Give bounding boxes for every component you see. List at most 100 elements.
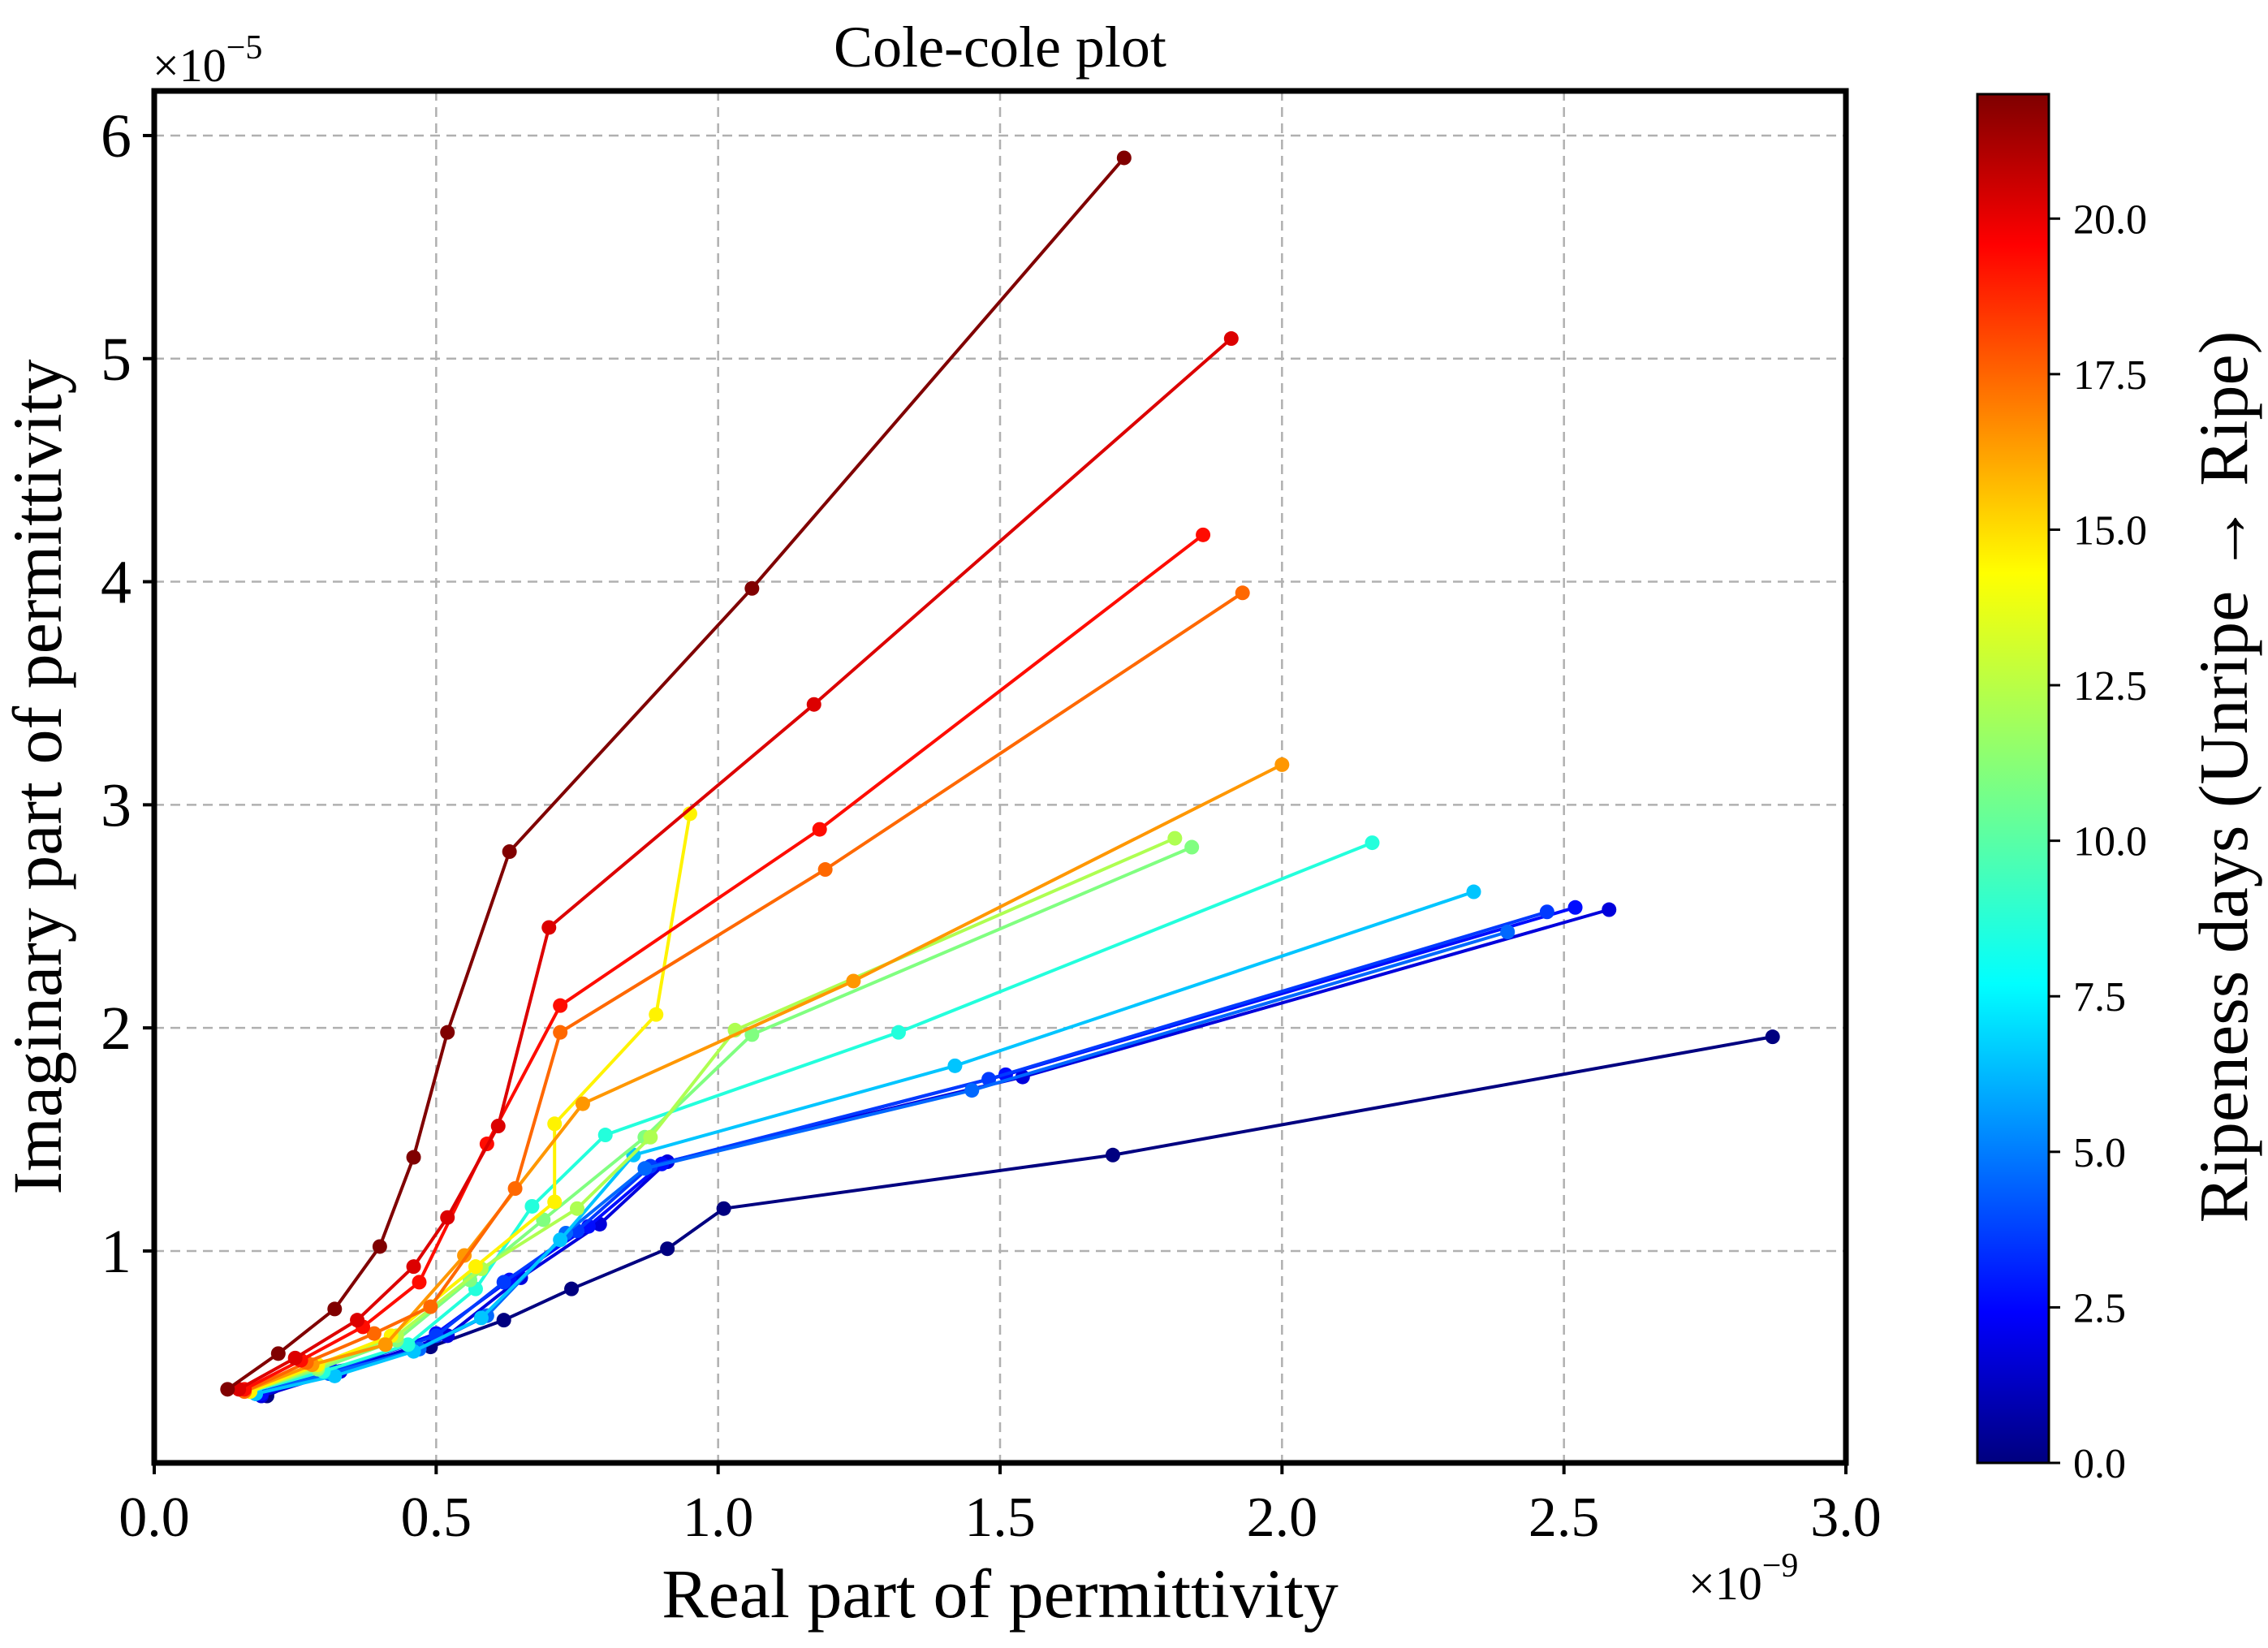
colorbar-ticks: 0.0 2.5 5.0 7.5 10.0 12.5 15.0 17.5 20.0 (2049, 196, 2147, 1487)
series-day-11 (243, 839, 1200, 1400)
series-line (261, 905, 1576, 1396)
series-day-17 (237, 585, 1250, 1400)
data-point (643, 1129, 658, 1145)
series-line (249, 841, 1373, 1394)
series-day-0 (259, 1029, 1780, 1404)
data-point (1765, 1029, 1780, 1045)
colorbar-tick-label: 5.0 (2073, 1130, 2126, 1176)
data-point (547, 1116, 563, 1132)
data-point (1602, 902, 1617, 917)
series-day-12 (243, 830, 1183, 1400)
data-point (541, 920, 557, 935)
data-point (412, 1275, 427, 1290)
data-point (744, 1027, 760, 1042)
data-point (553, 998, 568, 1013)
data-point (327, 1368, 343, 1383)
series-day-19 (237, 527, 1211, 1397)
colorbar-tick-label: 10.0 (2073, 819, 2147, 865)
colorbar-tick-label: 12.5 (2073, 663, 2147, 710)
series-line (249, 813, 692, 1393)
x-multiplier-exponent: −9 (1762, 1547, 1799, 1585)
x-tick-label: 1.5 (964, 1486, 1036, 1549)
data-point (377, 1337, 393, 1352)
colorbar-tick-label: 15.0 (2073, 507, 2147, 554)
series-line (226, 157, 1126, 1391)
data-point (553, 1025, 568, 1040)
data-point (400, 1337, 416, 1352)
data-point (744, 580, 760, 596)
series-line (249, 836, 1176, 1393)
series-day-22 (220, 150, 1132, 1397)
colorbar-gradient (1976, 93, 2050, 1465)
series-day-20 (231, 331, 1239, 1397)
data-point (507, 1181, 523, 1196)
y-axis-label: Imaginary part of permittivity (0, 359, 76, 1194)
x-tick-label: 2.5 (1529, 1486, 1600, 1549)
colorbar-tick-label: 2.5 (2073, 1285, 2126, 1331)
colorbar-tick-label: 0.0 (2073, 1441, 2126, 1487)
colorbar-tick-label: 17.5 (2073, 352, 2147, 399)
data-point (372, 1239, 387, 1254)
data-point (327, 1301, 343, 1317)
y-axis: 1 2 3 4 5 6 (101, 102, 154, 1286)
y-multiplier-exponent: −5 (226, 29, 263, 67)
data-point (1167, 830, 1183, 846)
x-axis: 0.0 0.5 1.0 1.5 2.0 2.5 3.0 (119, 1463, 1882, 1549)
data-point (1223, 331, 1239, 347)
y-tick-label: 3 (101, 771, 132, 839)
data-series (220, 150, 1780, 1404)
data-point (1274, 757, 1290, 772)
data-point (406, 1150, 421, 1165)
data-point (637, 1161, 653, 1176)
series-line (244, 533, 1205, 1391)
data-point (846, 973, 861, 989)
data-point (806, 697, 821, 712)
x-axis-label: Real part of permittivity (662, 1555, 1339, 1633)
x-multiplier: ×10−9 (1688, 1547, 1798, 1610)
data-point (490, 1119, 506, 1134)
colorbar-label: Ripeness days (Unripe → Ripe) (2184, 331, 2262, 1223)
data-point (406, 1259, 421, 1275)
data-point (496, 1313, 511, 1328)
data-point (547, 1194, 563, 1210)
data-point (812, 822, 827, 837)
x-multiplier-base: ×10 (1688, 1557, 1762, 1610)
y-tick-label: 1 (101, 1218, 132, 1286)
data-point (649, 1007, 664, 1022)
data-point (553, 1232, 568, 1248)
series-line (244, 591, 1244, 1393)
y-tick-label: 5 (101, 326, 132, 394)
x-tick-label: 1.0 (683, 1486, 754, 1549)
data-point (564, 1281, 580, 1296)
data-point (660, 1241, 675, 1257)
y-tick-label: 2 (101, 994, 132, 1063)
data-point (1567, 899, 1583, 915)
grid (154, 91, 1846, 1463)
chart-title: Cole-cole plot (834, 15, 1166, 80)
x-tick-label: 2.0 (1247, 1486, 1318, 1549)
data-point (1466, 884, 1481, 899)
series-line (249, 845, 1192, 1393)
y-tick-label: 6 (101, 102, 132, 170)
data-point (468, 1259, 483, 1275)
colorbar: 0.0 2.5 5.0 7.5 10.0 12.5 15.0 17.5 20.0 Ripenes… (1976, 93, 2262, 1487)
colorbar-tick-label: 20.0 (2073, 196, 2147, 243)
data-point (1539, 904, 1554, 920)
data-point (1235, 585, 1250, 601)
data-point (817, 862, 833, 878)
data-point (287, 1350, 303, 1365)
data-point (1116, 150, 1132, 166)
data-point (1105, 1147, 1120, 1163)
y-multiplier: ×10−5 (153, 29, 262, 92)
data-point (496, 1275, 511, 1290)
data-point (716, 1201, 731, 1216)
data-point (890, 1025, 906, 1040)
data-point (423, 1299, 438, 1314)
data-point (1500, 924, 1516, 939)
data-point (220, 1382, 235, 1397)
data-point (947, 1058, 963, 1073)
data-point (350, 1313, 365, 1328)
series-line (255, 890, 1475, 1396)
y-tick-label: 4 (101, 549, 132, 617)
